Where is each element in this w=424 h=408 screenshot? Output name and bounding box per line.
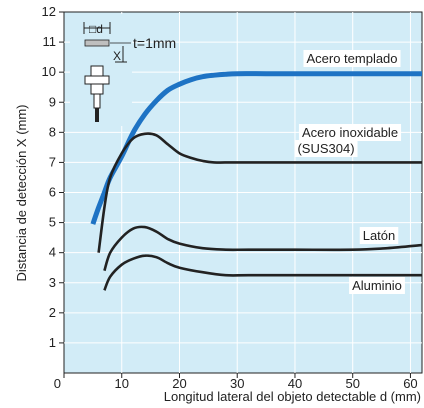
y-tick-label: 8 [49,124,56,139]
series-label-bg [298,124,402,141]
y-tick-label: 9 [49,94,56,109]
sensor-nut [84,75,110,85]
y-tick-label: 1 [49,335,56,350]
series-line-laton [103,225,423,272]
x-tick-label: 40 [288,376,302,391]
x-tick-label: 0 [54,376,61,391]
y-tick-label: 3 [49,275,56,290]
series-group [90,71,423,291]
x-tick-label: 10 [115,376,129,391]
series-label-aluminio: Aluminio [352,278,402,293]
series-label-acero-inoxidable: Acero inoxidable [302,125,398,140]
y-tick-label: 6 [49,185,56,200]
y-tick-label: 2 [49,305,56,320]
y-tick-label: 12 [42,4,56,19]
inset-d-label: □d [89,22,103,36]
y-tick-label: 10 [42,64,56,79]
series-label-bg [349,277,405,294]
x-tick-label: 20 [172,376,186,391]
series-line-acero-inoxidable [97,132,422,253]
sensor-cable-end [95,108,99,122]
series-label-bg [303,50,401,67]
thickness-label: t=1mm [133,35,176,51]
series-label-laton: Latón [363,228,396,243]
y-tick-label: 7 [49,154,56,169]
sensor-inset: □d X t=1mm [70,14,176,126]
x-tick-label: 50 [345,376,359,391]
series-label-acero-templado: Acero templado [306,51,397,66]
y-tick-label: 4 [49,245,56,260]
series-label-bg [359,227,399,244]
series-line-aluminio [103,254,422,291]
x-axis-title: Longitud lateral del objeto detectable d… [164,389,421,404]
x-tick-label: 60 [403,376,417,391]
target-plate [84,39,110,47]
x-tick-labels: 0 10 20 30 40 50 60 [54,373,418,391]
y-axis-title: Distancia de detección X (mm) [14,104,29,281]
sensor-cable [93,93,101,109]
series-label-acero-inoxidable-line2: (SUS304) [297,141,354,156]
y-tick-label: 11 [43,34,57,49]
x-tick-label: 30 [230,376,244,391]
grid-lines [64,12,422,373]
series-label-bg [294,140,358,157]
y-tick-label: 5 [49,215,56,230]
inset-x-label: X [113,49,121,63]
series-labels: Acero templado Acero inoxidable(SUS304) La… [294,50,405,294]
